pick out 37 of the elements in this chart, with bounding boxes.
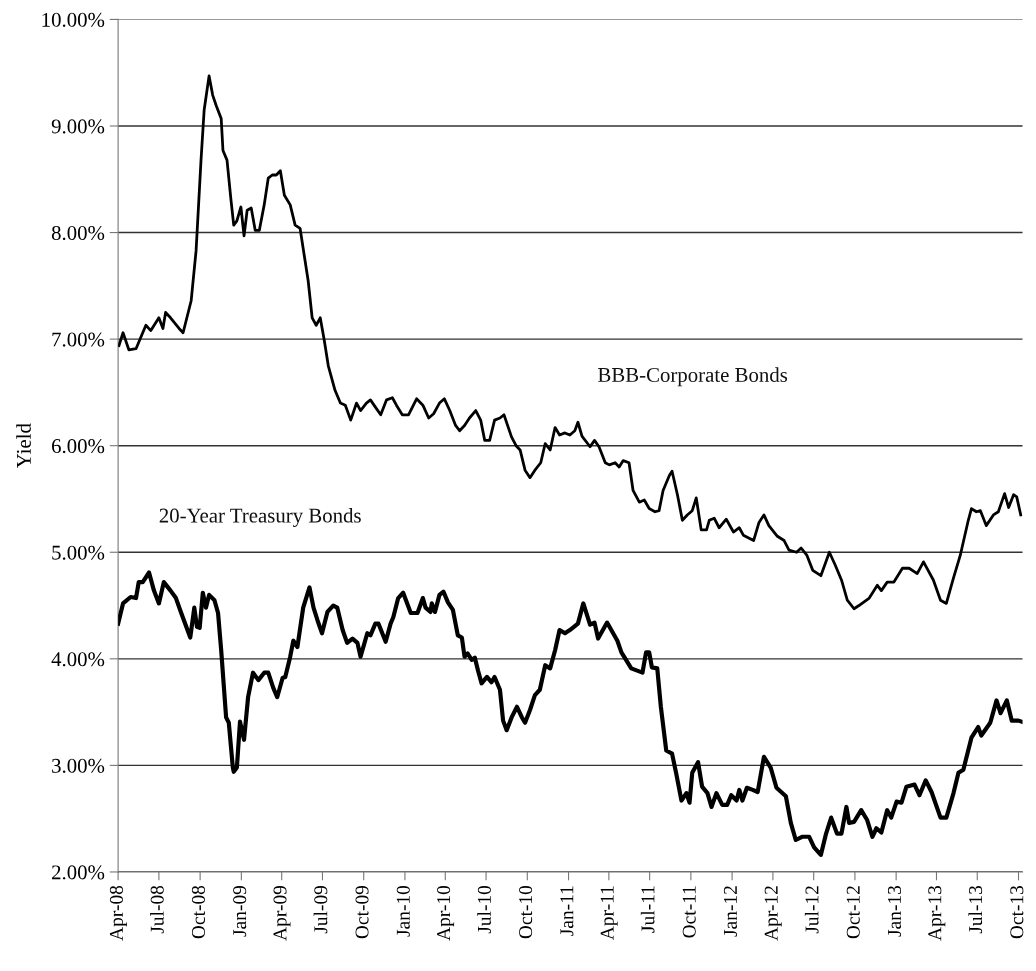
x-tick-label: Apr-13: [928, 885, 946, 941]
x-tick-label: Apr-11: [600, 886, 618, 940]
x-tick-label: Jul-08: [150, 885, 164, 934]
y-axis-title: Yield: [16, 423, 31, 469]
x-tick-label: Jul-12: [804, 886, 819, 934]
y-tick-label: 4.00%: [51, 652, 105, 667]
y-tick-label: 7.00%: [52, 332, 105, 347]
x-tick-label: Jan-09: [233, 885, 247, 937]
x-tick-label: Apr-08: [109, 885, 127, 941]
x-tick-label: Jul-10: [477, 885, 491, 934]
x-tick-label: Apr-09: [273, 885, 291, 941]
x-tick-label: Jul-13: [968, 885, 983, 934]
series-label: BBB-Corporate Bonds: [598, 367, 788, 387]
x-tick-label: Oct-09: [355, 885, 369, 939]
y-tick-label: 5.00%: [52, 545, 105, 560]
text: 20-Year Treasury Bonds: [159, 507, 361, 527]
line-series: [118, 74, 1023, 611]
y-tick-label: 3.00%: [52, 758, 105, 773]
y-tick-label: 10.00%: [42, 12, 105, 27]
x-tick-label: Oct-12: [846, 886, 860, 939]
x-tick-label: Oct-10: [519, 885, 533, 939]
x-tick-label: Jan-10: [396, 885, 410, 937]
y-tick-label: 2.00%: [52, 865, 105, 880]
y-tick-label: 6.00%: [51, 439, 105, 454]
x-tick-label: Jul-11: [640, 886, 655, 933]
x-tick-label: Jan-11: [560, 886, 574, 936]
x-tick-label: Apr-10: [437, 885, 455, 941]
x-tick-label: Jan-12: [723, 886, 737, 937]
x-tick-label: Oct-08: [191, 885, 205, 939]
x-tick-label: Jul-09: [313, 885, 328, 934]
x-tick-label: Oct-13: [1010, 885, 1024, 939]
y-tick-label: 9.00%: [51, 119, 105, 134]
x-tick-label: Apr-12: [764, 886, 782, 941]
x-tick-label: Jan-13: [887, 885, 902, 937]
x-tick-label: Oct-11: [682, 886, 696, 938]
line-series: [118, 570, 1023, 857]
y-tick-label: 8.00%: [51, 225, 105, 241]
